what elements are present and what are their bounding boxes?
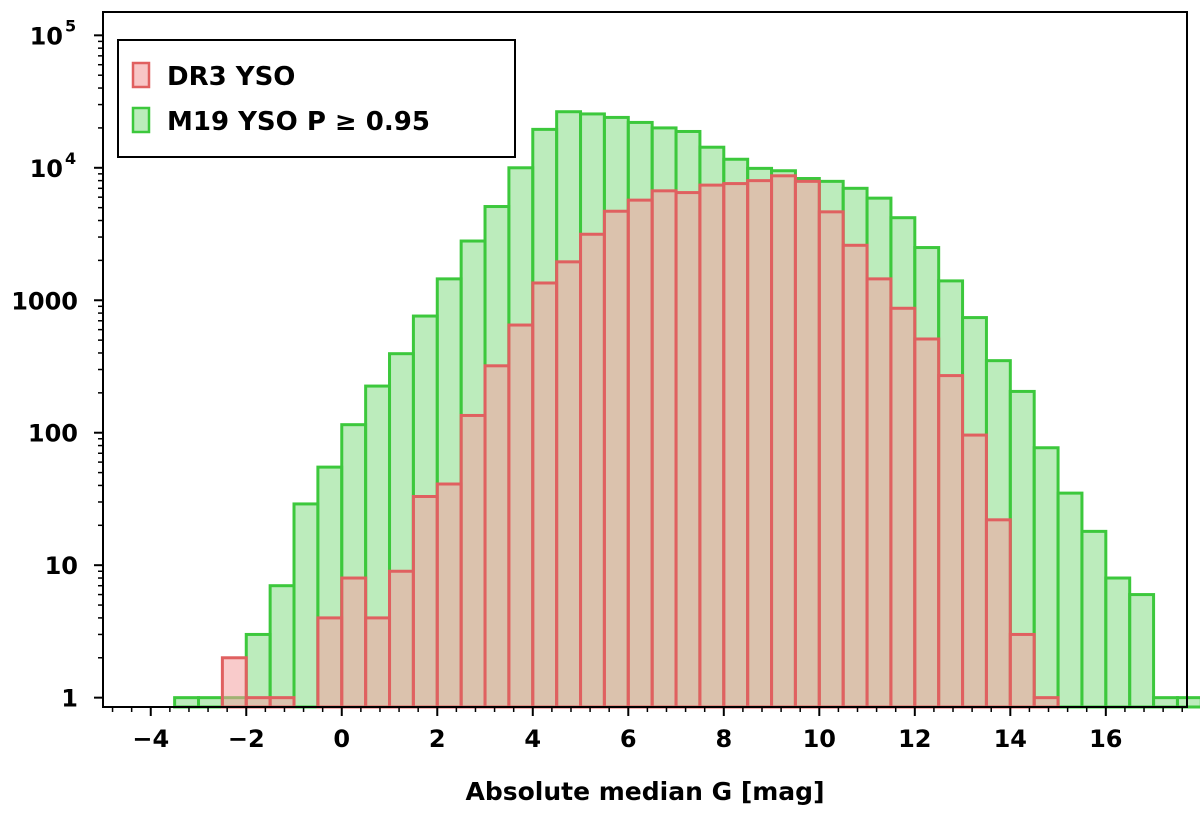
bar-dr3 <box>268 696 296 709</box>
bar-dr3 <box>817 210 845 709</box>
bar-dr3 <box>937 374 965 709</box>
x-tick-label: −4 <box>132 725 169 753</box>
bar-m19 <box>197 696 224 709</box>
x-tick-label: 16 <box>1089 725 1122 753</box>
bar-dr3 <box>746 179 774 709</box>
y-tick-label: 10 <box>30 22 63 50</box>
bar-dr3 <box>459 413 487 709</box>
y-tick-label: 1 <box>61 685 78 713</box>
x-tick-label: 14 <box>994 725 1027 753</box>
bars-layer <box>173 110 1200 709</box>
x-axis-label: Absolute median G [mag] <box>465 777 824 806</box>
bar-dr3 <box>722 182 750 709</box>
series-dr3 <box>220 174 1060 709</box>
legend: DR3 YSO M19 YSO P ≥ 0.95 <box>117 39 516 158</box>
bar-m19 <box>1175 696 1200 709</box>
bar-m19 <box>1104 576 1132 709</box>
bar-dr3 <box>340 576 368 709</box>
bar-dr3 <box>961 433 988 709</box>
y-tick-exponent: 5 <box>65 16 76 35</box>
bar-dr3 <box>244 696 272 709</box>
x-tick-label: −2 <box>228 725 265 753</box>
x-tick-label: 4 <box>524 725 541 753</box>
bar-dr3 <box>841 243 869 709</box>
bar-dr3 <box>1032 696 1060 709</box>
bar-m19 <box>1032 446 1060 709</box>
bar-dr3 <box>411 495 439 709</box>
bar-dr3 <box>316 616 344 709</box>
bar-dr3 <box>770 174 797 709</box>
bar-m19 <box>292 502 320 709</box>
bar-dr3 <box>531 281 559 709</box>
bar-dr3 <box>435 482 463 709</box>
x-tick-label: 2 <box>429 725 446 753</box>
bar-dr3 <box>388 569 415 709</box>
y-tick-label: 10 <box>45 552 78 580</box>
legend-swatch-dr3 <box>131 61 151 89</box>
legend-label-dr3: DR3 YSO <box>167 62 295 92</box>
bar-dr3 <box>1008 632 1036 709</box>
bar-dr3 <box>483 364 511 709</box>
bar-m19 <box>173 696 201 709</box>
bar-m19 <box>1152 696 1179 709</box>
bar-m19 <box>244 632 272 709</box>
y-tick-exponent: 4 <box>65 149 76 168</box>
bar-dr3 <box>507 323 535 709</box>
bar-dr3 <box>364 616 392 709</box>
bar-m19 <box>268 584 296 709</box>
legend-label-m19: M19 YSO P ≥ 0.95 <box>167 107 430 137</box>
plot-frame <box>102 11 1188 708</box>
x-tick-label: 0 <box>333 725 350 753</box>
x-tick-label: 6 <box>620 725 637 753</box>
bar-dr3 <box>889 306 917 709</box>
y-tick-label: 100 <box>28 420 78 448</box>
bar-m19 <box>1080 529 1108 709</box>
bar-dr3 <box>793 179 821 709</box>
bar-m19 <box>1056 491 1084 709</box>
bar-dr3 <box>555 260 583 709</box>
y-tick-label: 10 <box>30 155 63 183</box>
bar-dr3 <box>984 518 1012 709</box>
bar-m19 <box>1128 593 1156 709</box>
x-tick-labels: −4 −2 0 2 4 6 8 10 12 14 16 <box>132 725 1122 753</box>
bar-dr3 <box>602 209 630 709</box>
y-tick-label: 1000 <box>11 287 78 315</box>
x-tick-label: 10 <box>803 725 836 753</box>
x-tick-label: 8 <box>715 725 732 753</box>
legend-box <box>117 39 516 158</box>
bar-dr3 <box>579 232 606 709</box>
major-ticks <box>94 34 1107 716</box>
bar-dr3 <box>650 189 678 709</box>
bar-dr3 <box>698 183 726 709</box>
bar-dr3 <box>674 191 702 709</box>
legend-swatch-m19 <box>131 106 151 134</box>
bar-dr3 <box>913 337 941 709</box>
bar-dr3 <box>626 198 654 709</box>
x-tick-label: 12 <box>898 725 931 753</box>
bar-dr3 <box>220 656 248 709</box>
bar-dr3 <box>865 277 893 709</box>
